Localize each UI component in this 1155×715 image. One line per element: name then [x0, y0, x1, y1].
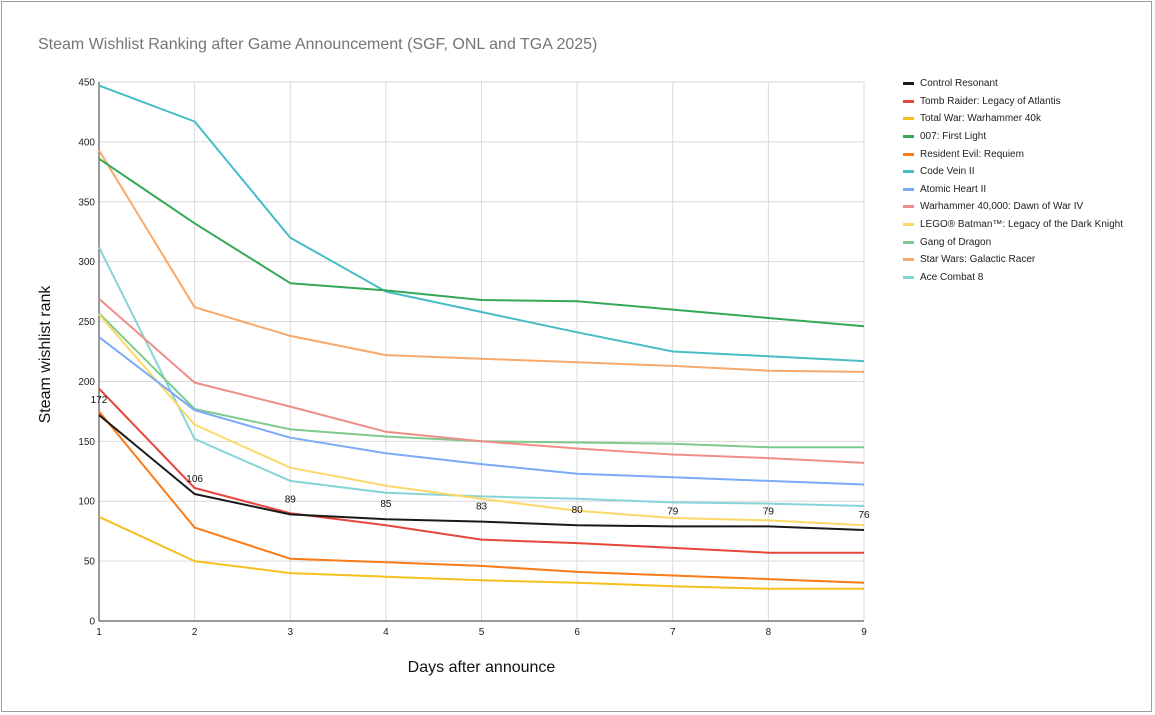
series-line-10 [98, 149, 865, 373]
legend-label: Resident Evil: Requiem [920, 148, 1024, 160]
series-line-0 [98, 414, 865, 531]
series-line-5 [98, 84, 865, 363]
legend-swatch [903, 170, 914, 174]
data-label: 76 [858, 510, 870, 521]
data-label: 79 [667, 506, 679, 517]
legend-label: Warhammer 40,000: Dawn of War IV [920, 201, 1084, 213]
data-label: 80 [572, 505, 584, 516]
legend-item: Total War: Warhammer 40k [903, 110, 1123, 128]
series-line-6 [98, 336, 865, 486]
x-tick-label: 4 [383, 627, 389, 638]
legend-swatch [903, 117, 914, 121]
y-tick-label: 200 [78, 377, 95, 388]
legend-label: 007: First Light [920, 131, 987, 143]
y-tick-label: 450 [78, 78, 95, 89]
legend-item: Ace Combat 8 [903, 269, 1123, 287]
legend-swatch [903, 152, 914, 156]
series-line-3 [98, 157, 865, 328]
legend-swatch [903, 135, 914, 139]
legend-label: Code Vein II [920, 166, 975, 178]
series-line-1 [98, 387, 864, 554]
y-tick-label: 150 [78, 437, 95, 448]
series-line-2 [98, 515, 864, 590]
data-label: 83 [476, 502, 488, 513]
legend-item: 007: First Light [903, 128, 1123, 146]
y-tick-label: 400 [78, 137, 95, 148]
legend-item: Star Wars: Galactic Racer [903, 251, 1123, 269]
y-tick-label: 0 [89, 617, 95, 628]
data-label: 89 [285, 494, 297, 505]
x-tick-label: 3 [287, 627, 293, 638]
legend-item: Warhammer 40,000: Dawn of War IV [903, 198, 1123, 216]
legend-label: Tomb Raider: Legacy of Atlantis [920, 95, 1061, 107]
legend-item: Resident Evil: Requiem [903, 145, 1123, 163]
legend-label: Total War: Warhammer 40k [920, 113, 1041, 125]
legend-item: Control Resonant [903, 75, 1123, 93]
legend-swatch [903, 187, 914, 191]
y-tick-label: 350 [78, 197, 95, 208]
legend-item: LEGO® Batman™: Legacy of the Dark Knight [903, 216, 1123, 234]
data-label: 172 [91, 395, 108, 406]
legend-swatch [903, 223, 914, 227]
legend-label: LEGO® Batman™: Legacy of the Dark Knight [920, 219, 1124, 231]
series-line-11 [98, 246, 865, 507]
y-tick-label: 300 [78, 257, 95, 268]
x-tick-label: 2 [192, 627, 198, 638]
chart-title: Steam Wishlist Ranking after Game Announ… [38, 36, 598, 53]
legend-swatch [903, 99, 914, 103]
x-tick-label: 5 [479, 627, 485, 638]
data-label: 106 [186, 474, 203, 485]
y-tick-label: 100 [78, 497, 95, 508]
legend-item: Code Vein II [903, 163, 1123, 181]
x-tick-label: 8 [766, 627, 772, 638]
x-tick-label: 7 [670, 627, 676, 638]
data-label: 85 [380, 499, 392, 510]
legend-label: Ace Combat 8 [920, 271, 984, 283]
legend-label: Gang of Dragon [920, 236, 992, 248]
legend-item: Atomic Heart II [903, 181, 1123, 199]
x-axis-title: Days after announce [408, 659, 556, 676]
legend-label: Star Wars: Galactic Racer [920, 254, 1036, 266]
legend-swatch [903, 240, 914, 244]
legend-swatch [903, 258, 914, 262]
data-label: 79 [763, 506, 775, 517]
legend: Control Resonant Tomb Raider: Legacy of A… [903, 75, 1123, 286]
legend-swatch [903, 205, 914, 209]
legend-item: Tomb Raider: Legacy of Atlantis [903, 93, 1123, 111]
legend-swatch [903, 275, 914, 279]
legend-swatch [903, 82, 914, 86]
series-line-8 [98, 313, 865, 527]
x-tick-label: 9 [861, 627, 867, 638]
x-tick-label: 6 [574, 627, 580, 638]
y-axis-title: Steam wishlist rank [37, 285, 54, 424]
y-tick-label: 250 [78, 317, 95, 328]
y-tick-label: 50 [84, 557, 96, 568]
legend-label: Atomic Heart II [920, 183, 987, 195]
x-tick-label: 1 [96, 627, 102, 638]
legend-label: Control Resonant [920, 78, 998, 90]
series-line-7 [98, 298, 865, 464]
series-line-4 [98, 410, 865, 584]
legend-item: Gang of Dragon [903, 233, 1123, 251]
